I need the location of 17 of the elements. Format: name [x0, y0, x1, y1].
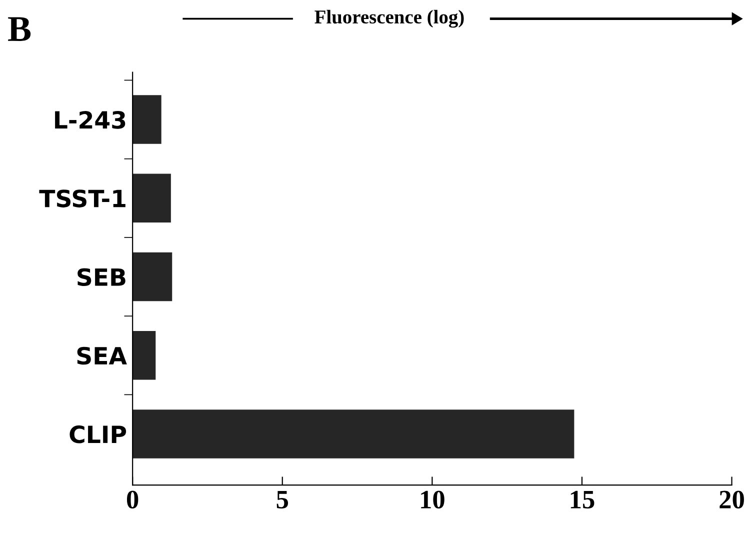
x-tick-label: 10	[421, 490, 444, 509]
y-tick-label: SEA	[77, 346, 127, 365]
x-axis-title: Fluorescence (log)	[314, 10, 464, 28]
x-tick-label: 0	[126, 490, 138, 509]
x-tick-label: 5	[276, 490, 288, 509]
bar	[132, 410, 574, 458]
bar	[132, 252, 172, 302]
y-tick-label: TSST-1	[39, 190, 126, 208]
bar	[132, 95, 162, 144]
bar	[132, 174, 171, 223]
y-tick-label: L-243	[55, 110, 126, 129]
bar	[132, 331, 156, 380]
y-tick-label: SEB	[78, 268, 126, 286]
y-tick-label: CLIP	[70, 425, 126, 444]
chart-title: B	[8, 17, 31, 41]
x-tick-label: 20	[720, 490, 744, 509]
x-tick-label: 15	[570, 490, 594, 509]
